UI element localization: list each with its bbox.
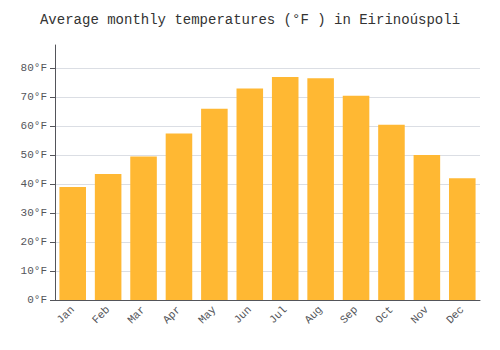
svg-text:Apr: Apr [161, 304, 183, 326]
svg-text:Sep: Sep [338, 304, 360, 326]
svg-text:40°F: 40°F [21, 178, 47, 190]
svg-text:60°F: 60°F [21, 120, 47, 132]
svg-text:10°F: 10°F [21, 265, 47, 277]
svg-text:Nov: Nov [409, 303, 432, 326]
svg-text:30°F: 30°F [21, 207, 47, 219]
svg-text:0°F: 0°F [27, 294, 47, 306]
svg-text:Aug: Aug [302, 304, 324, 326]
svg-text:Jun: Jun [232, 304, 254, 326]
svg-text:Oct: Oct [373, 304, 395, 326]
svg-text:Mar: Mar [125, 304, 147, 326]
svg-text:Jan: Jan [54, 304, 76, 326]
svg-text:70°F: 70°F [21, 91, 47, 103]
svg-text:Average monthly temperatures (: Average monthly temperatures (°F ) in Ei… [40, 12, 460, 28]
svg-text:80°F: 80°F [21, 62, 47, 74]
svg-text:Jul: Jul [267, 304, 289, 326]
svg-text:Dec: Dec [444, 304, 466, 326]
svg-text:May: May [196, 303, 219, 326]
svg-text:20°F: 20°F [21, 236, 47, 248]
svg-text:Feb: Feb [90, 304, 112, 326]
svg-text:50°F: 50°F [21, 149, 47, 161]
